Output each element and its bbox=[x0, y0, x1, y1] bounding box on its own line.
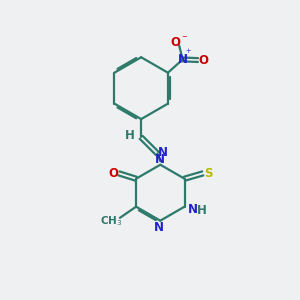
Text: S: S bbox=[204, 167, 212, 180]
Text: O: O bbox=[109, 167, 119, 180]
Text: N: N bbox=[158, 146, 168, 159]
Text: N: N bbox=[178, 53, 188, 66]
Text: N: N bbox=[154, 220, 164, 234]
Text: H: H bbox=[197, 204, 207, 217]
Text: $^{+}$: $^{+}$ bbox=[185, 48, 192, 58]
Text: CH$_3$: CH$_3$ bbox=[100, 214, 123, 228]
Text: H: H bbox=[125, 129, 135, 142]
Text: $^{-}$: $^{-}$ bbox=[181, 34, 188, 44]
Text: O: O bbox=[198, 53, 208, 67]
Text: N: N bbox=[155, 153, 165, 166]
Text: N: N bbox=[188, 202, 198, 215]
Text: O: O bbox=[170, 37, 180, 50]
